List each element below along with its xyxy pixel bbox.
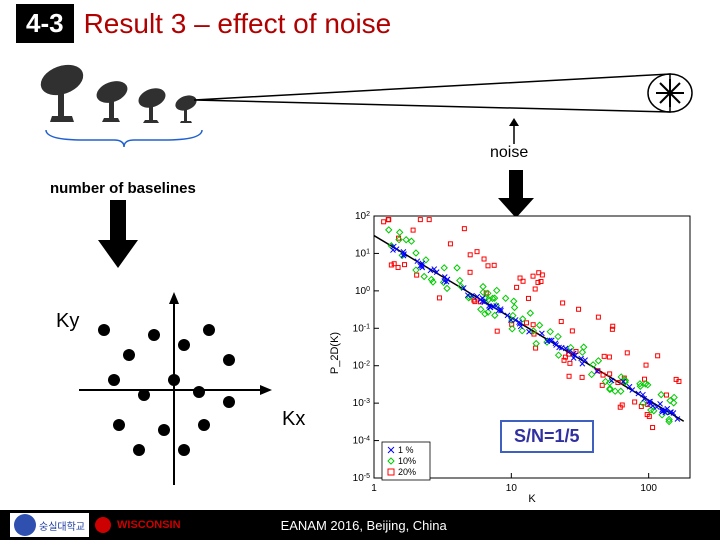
noise-arrow-icon <box>506 118 522 144</box>
slide-footer: 숭실대학교 WISCONSIN EANAM 2016, Beijing, Chi… <box>0 510 720 540</box>
svg-text:101: 101 <box>355 248 370 259</box>
arrow-down-left-icon <box>98 200 138 270</box>
university-logo: 숭실대학교 <box>10 513 89 537</box>
svg-text:1 %: 1 % <box>398 445 414 455</box>
wisconsin-crest-icon <box>95 517 111 533</box>
baselines-label: number of baselines <box>50 180 196 197</box>
chart-ylabel: P_2D(K) <box>329 332 341 374</box>
svg-text:100: 100 <box>355 285 370 297</box>
svg-text:1: 1 <box>371 483 377 494</box>
telescope-beam-diagram <box>34 50 694 150</box>
wisconsin-label: WISCONSIN <box>117 519 181 531</box>
section-badge: 4-3 <box>16 4 74 43</box>
chart-xlabel: K <box>528 493 536 505</box>
svg-text:10-4: 10-4 <box>353 435 370 447</box>
kspace-scatter <box>44 290 304 490</box>
svg-text:10-2: 10-2 <box>353 360 370 372</box>
svg-text:10-3: 10-3 <box>353 398 370 410</box>
svg-text:100: 100 <box>640 483 657 494</box>
noise-label: noise <box>490 144 528 162</box>
svg-text:10: 10 <box>506 483 518 494</box>
slide-header: 4-3 Result 3 – effect of noise <box>0 0 720 47</box>
svg-text:10-1: 10-1 <box>353 323 370 335</box>
sn-ratio-box: S/N=1/5 <box>500 420 594 453</box>
power-spectrum-chart: 10-5 10-4 10-3 10-2 10-1 100 101 102 1 10 100 P_2… <box>326 208 702 506</box>
conference-label: EANAM 2016, Beijing, China <box>281 518 447 533</box>
svg-text:10-5: 10-5 <box>353 473 370 485</box>
university-name: 숭실대학교 <box>39 518 85 533</box>
svg-text:10%: 10% <box>398 456 416 466</box>
svg-text:20%: 20% <box>398 467 416 477</box>
university-crest-icon <box>14 514 36 536</box>
svg-text:102: 102 <box>355 211 370 223</box>
footer-logos: 숭실대학교 WISCONSIN <box>10 513 181 537</box>
slide-title: Result 3 – effect of noise <box>84 8 392 40</box>
